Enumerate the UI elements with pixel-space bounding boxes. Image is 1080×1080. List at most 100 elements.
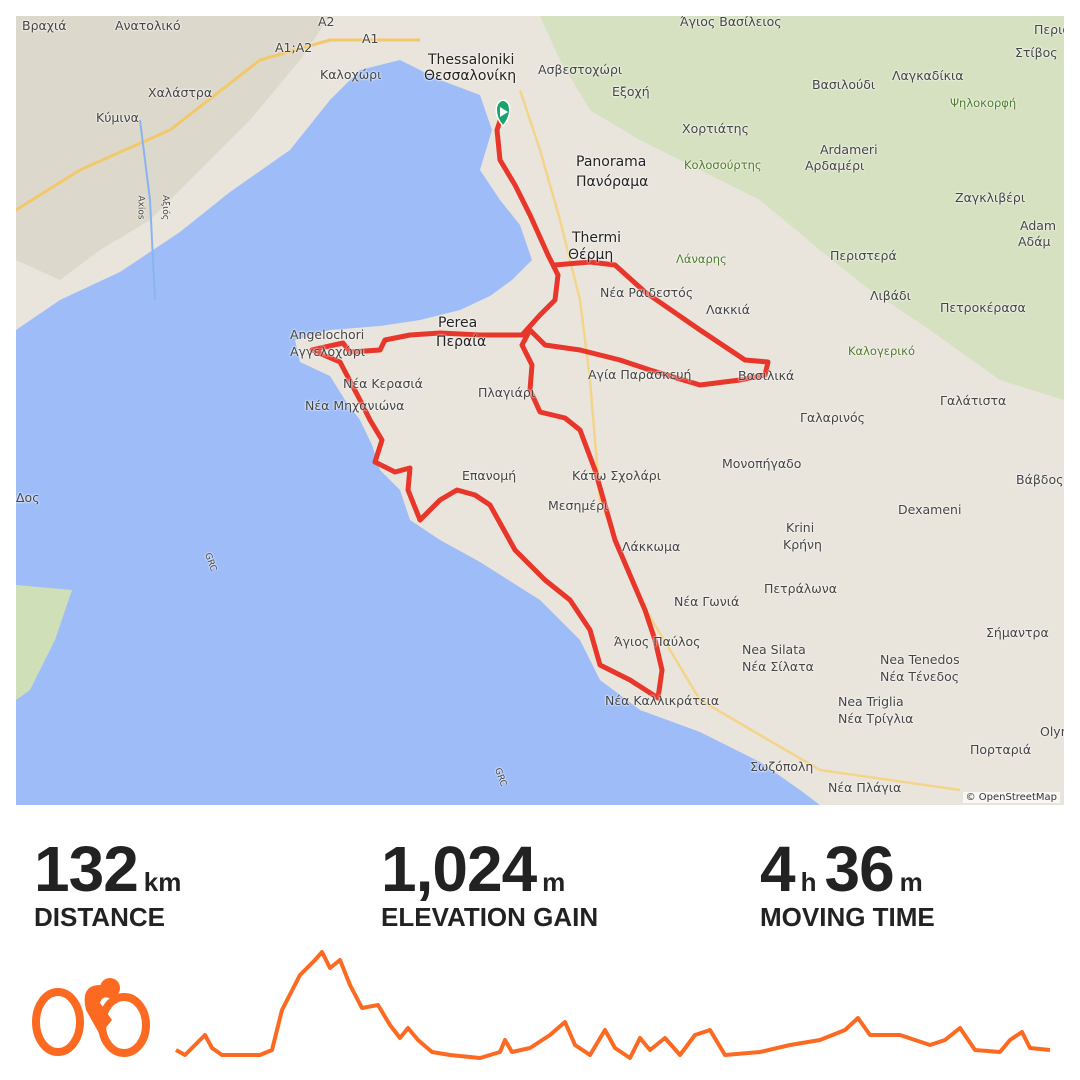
map-label: Βραχιά bbox=[22, 18, 67, 33]
water bbox=[16, 60, 820, 805]
map-label: Καλοχώρι bbox=[320, 67, 382, 82]
elevation-line bbox=[175, 950, 1051, 1060]
distance-value: 132 bbox=[34, 833, 139, 905]
elevation-label: ELEVATION GAIN bbox=[381, 902, 599, 932]
map-label: Σήμαντρα bbox=[986, 625, 1049, 640]
route-line bbox=[309, 109, 771, 701]
time-label: MOVING TIME bbox=[760, 902, 935, 932]
stat-elevation: 1,024 m ELEVATION GAIN bbox=[381, 832, 598, 933]
cyclist-icon bbox=[32, 978, 150, 1057]
map-label: Άγιος Παύλος bbox=[614, 634, 701, 649]
map-label: Στίβος bbox=[1015, 45, 1058, 60]
elevation-profile bbox=[32, 950, 1051, 1060]
map-label: Καλογερικό bbox=[848, 344, 915, 358]
river bbox=[139, 119, 156, 301]
map-label: Ανατολικό bbox=[115, 18, 181, 33]
map-label: Γαλάτιστα bbox=[940, 393, 1007, 408]
map-label: Γαλαρινός bbox=[800, 410, 865, 425]
map-label: Μεσημέρι bbox=[548, 498, 609, 513]
map-label: A2 bbox=[318, 16, 335, 29]
map-label: Angelochori bbox=[290, 327, 365, 342]
map-label: Nea Silata bbox=[742, 642, 806, 657]
map-label: Νέα Πλάγια bbox=[828, 780, 902, 795]
hills-green bbox=[540, 16, 1064, 400]
map-label: Μονοπήγαδο bbox=[722, 456, 802, 471]
map-label: Περιστερά bbox=[830, 248, 897, 263]
map-label: Λακκιά bbox=[706, 302, 750, 317]
map-label: Νέα Ραιδεστός bbox=[600, 285, 694, 300]
map-label: Βασιλικά bbox=[738, 368, 795, 383]
elevation-value: 1,024 bbox=[381, 833, 537, 905]
map-label: Λαγκαδίκια bbox=[892, 68, 964, 83]
map-label: Επανομή bbox=[462, 468, 517, 483]
map-label: Panorama bbox=[576, 154, 647, 170]
map-label: Περαία bbox=[436, 334, 487, 350]
map-label: Κάτω Σχολάρι bbox=[572, 468, 661, 483]
map-label: Βασιλούδι bbox=[812, 77, 876, 92]
distance-label: DISTANCE bbox=[34, 902, 165, 932]
map-label: Χαλάστρα bbox=[148, 85, 213, 100]
map-label: Σωζόπολη bbox=[750, 759, 814, 774]
road-ring bbox=[518, 89, 961, 792]
map-label: Λάναρης bbox=[676, 252, 727, 266]
plain-green bbox=[16, 16, 330, 280]
map-label: Νέα Τρίγλια bbox=[838, 711, 914, 726]
time-hours: 4 bbox=[760, 833, 796, 905]
map-label: Ardameri bbox=[820, 142, 878, 157]
map-label: Αξιός bbox=[160, 194, 171, 221]
stat-moving-time: 4 h 36 m MOVING TIME bbox=[760, 832, 935, 933]
map-label: Πλαγιάρι bbox=[478, 385, 536, 400]
stat-distance: 132 km DISTANCE bbox=[34, 832, 189, 933]
map-label: Ψηλοκορφή bbox=[950, 96, 1017, 110]
map-label: Λάκκωμα bbox=[622, 539, 681, 554]
map-label: A1 bbox=[362, 31, 379, 46]
time-minutes-unit: m bbox=[899, 867, 923, 897]
map-label: Χορτιάτης bbox=[682, 121, 749, 136]
map-label: Εξοχή bbox=[612, 84, 650, 99]
map-label: Πετράλωνα bbox=[764, 581, 837, 596]
map-label: Thermi bbox=[572, 230, 622, 246]
map-label: Ασβεστοχώρι bbox=[538, 62, 623, 77]
map-label: Κολοσούρτης bbox=[684, 158, 762, 172]
map-label: Νέα Μηχανιώνα bbox=[305, 398, 405, 413]
map-label: Αγγελοχώρι bbox=[290, 344, 365, 359]
map-label: Adam bbox=[1020, 218, 1057, 233]
map-label: Δος bbox=[16, 490, 40, 505]
map-label: Πανόραμα bbox=[576, 174, 649, 190]
map-base bbox=[16, 16, 1064, 805]
map-label: Περιστέρι bbox=[1034, 22, 1064, 37]
highway-a1 bbox=[16, 38, 420, 212]
map-label: Κρήνη bbox=[783, 537, 822, 552]
map-attribution[interactable]: © OpenStreetMap bbox=[962, 792, 1060, 803]
map-label: Perea bbox=[438, 315, 478, 331]
map-label: Νέα Σίλατα bbox=[742, 659, 814, 674]
map-label: Θέρμη bbox=[568, 247, 614, 263]
map-label: Ζαγκλιβέρι bbox=[955, 190, 1026, 205]
map-label: Αρδαμέρι bbox=[805, 158, 865, 173]
map-label: Olynthos bbox=[1040, 724, 1064, 739]
map-label: Αγία Παρασκευή bbox=[588, 367, 692, 382]
time-minutes: 36 bbox=[824, 833, 894, 905]
map-label: A1;A2 bbox=[275, 40, 313, 55]
elevation-unit: m bbox=[542, 867, 566, 897]
map-label: Αδάμ bbox=[1018, 234, 1051, 249]
map-label: Axios bbox=[135, 195, 146, 220]
map-label: Νέα Κερασιά bbox=[343, 376, 423, 391]
map-label: Θεσσαλονίκη bbox=[424, 68, 517, 84]
route-map[interactable]: Βραχιά Ανατολικό A2 A1;A2 A1 Thessaloniki Θεσσ… bbox=[16, 16, 1064, 805]
map-label: Nea Tenedos bbox=[880, 652, 960, 667]
map-label: Κύμινα bbox=[96, 110, 139, 125]
map-label: Νέα Τένεδος bbox=[880, 669, 960, 684]
map-label: Λιβάδι bbox=[870, 288, 911, 303]
land-strip bbox=[16, 585, 72, 700]
map-label: Krini bbox=[786, 520, 815, 535]
distance-unit: km bbox=[143, 867, 182, 897]
map-label: Νέα Γωνιά bbox=[674, 594, 740, 609]
time-hours-unit: h bbox=[800, 867, 817, 897]
map-label: Πετροκέρασα bbox=[940, 300, 1026, 315]
map-label: Πορταριά bbox=[970, 742, 1032, 757]
map-label: Dexameni bbox=[898, 502, 962, 517]
map-label: Νέα Καλλικράτεια bbox=[605, 693, 720, 708]
map-label: Nea Triglia bbox=[838, 694, 904, 709]
map-label: Thessaloniki bbox=[428, 52, 515, 68]
